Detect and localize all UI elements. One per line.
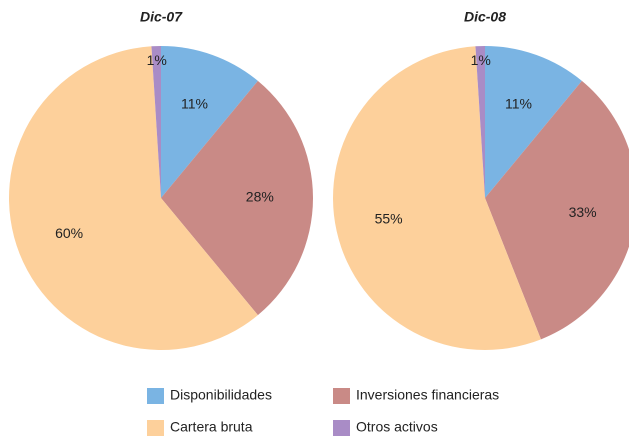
pie-slice	[9, 46, 258, 351]
legend-swatch	[147, 420, 164, 436]
pie-slice	[161, 80, 314, 316]
data-label: 11%	[181, 96, 208, 112]
legend-label: Inversiones financieras	[356, 387, 499, 403]
legend-label: Disponibilidades	[170, 387, 272, 403]
pie-slice	[475, 46, 485, 198]
legend-swatch	[147, 388, 164, 404]
legend-swatch	[333, 388, 350, 404]
data-label: 33%	[569, 204, 597, 220]
pie-slice	[333, 46, 541, 351]
data-label: 11%	[505, 96, 532, 112]
legend-swatch	[333, 420, 350, 436]
legend-label: Cartera bruta	[170, 419, 253, 435]
data-label: 28%	[246, 189, 274, 205]
data-label: 1%	[147, 52, 167, 68]
pie-slice	[485, 80, 629, 340]
legend-label: Otros activos	[356, 419, 438, 435]
chart-title: Dic-08	[464, 9, 506, 25]
pie-slice	[151, 46, 161, 198]
chart-title: Dic-07	[140, 9, 183, 25]
data-label: 60%	[55, 225, 83, 241]
pie-slice	[161, 46, 258, 198]
data-label: 55%	[375, 210, 403, 226]
pie-slice	[485, 46, 582, 198]
data-label: 1%	[471, 52, 491, 68]
